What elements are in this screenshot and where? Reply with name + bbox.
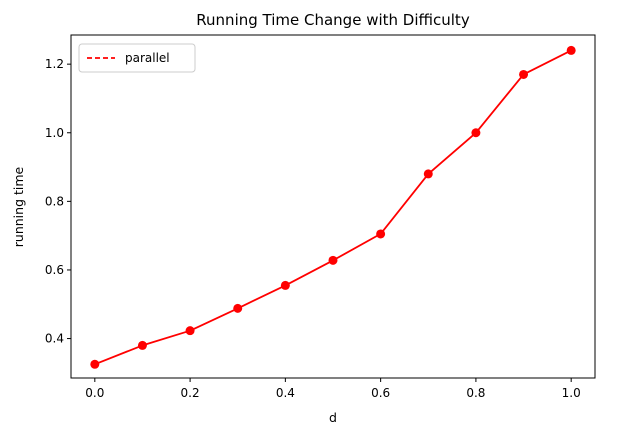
- data-point: [423, 169, 433, 179]
- x-tick-label: 0.4: [276, 386, 295, 400]
- x-tick-label: 0.0: [85, 386, 104, 400]
- y-tick-label: 0.8: [45, 194, 64, 208]
- chart-title: Running Time Change with Difficulty: [196, 11, 470, 29]
- x-tick-label: 0.8: [466, 386, 485, 400]
- y-tick-label: 1.2: [45, 57, 64, 71]
- series-line: [94, 49, 572, 366]
- plot-area: 0.0 0.2 0.4 0.6 0.8 1.0 0.4 0.6 0.8 1.0 1.2: [45, 34, 596, 400]
- data-point: [328, 255, 338, 265]
- legend-box: [78, 43, 196, 73]
- data-point: [185, 326, 195, 336]
- legend: parallel: [78, 43, 196, 73]
- data-point: [90, 359, 100, 369]
- legend-label: parallel: [125, 51, 170, 65]
- x-tick-label: 1.0: [562, 386, 581, 400]
- x-tick-label: 0.2: [181, 386, 200, 400]
- y-axis-label: running time: [11, 166, 26, 247]
- data-point: [233, 303, 243, 313]
- y-tick-label: 0.4: [45, 332, 64, 346]
- x-axis-label: d: [329, 410, 337, 425]
- x-tick-label: 0.6: [371, 386, 390, 400]
- data-point: [280, 280, 290, 290]
- data-point: [566, 45, 576, 55]
- data-point: [519, 69, 529, 79]
- y-tick-label: 0.6: [45, 263, 64, 277]
- axes-frame: [70, 34, 596, 379]
- data-point: [471, 128, 481, 138]
- data-point: [376, 229, 386, 239]
- y-tick-label: 1.0: [45, 126, 64, 140]
- data-point: [137, 340, 147, 350]
